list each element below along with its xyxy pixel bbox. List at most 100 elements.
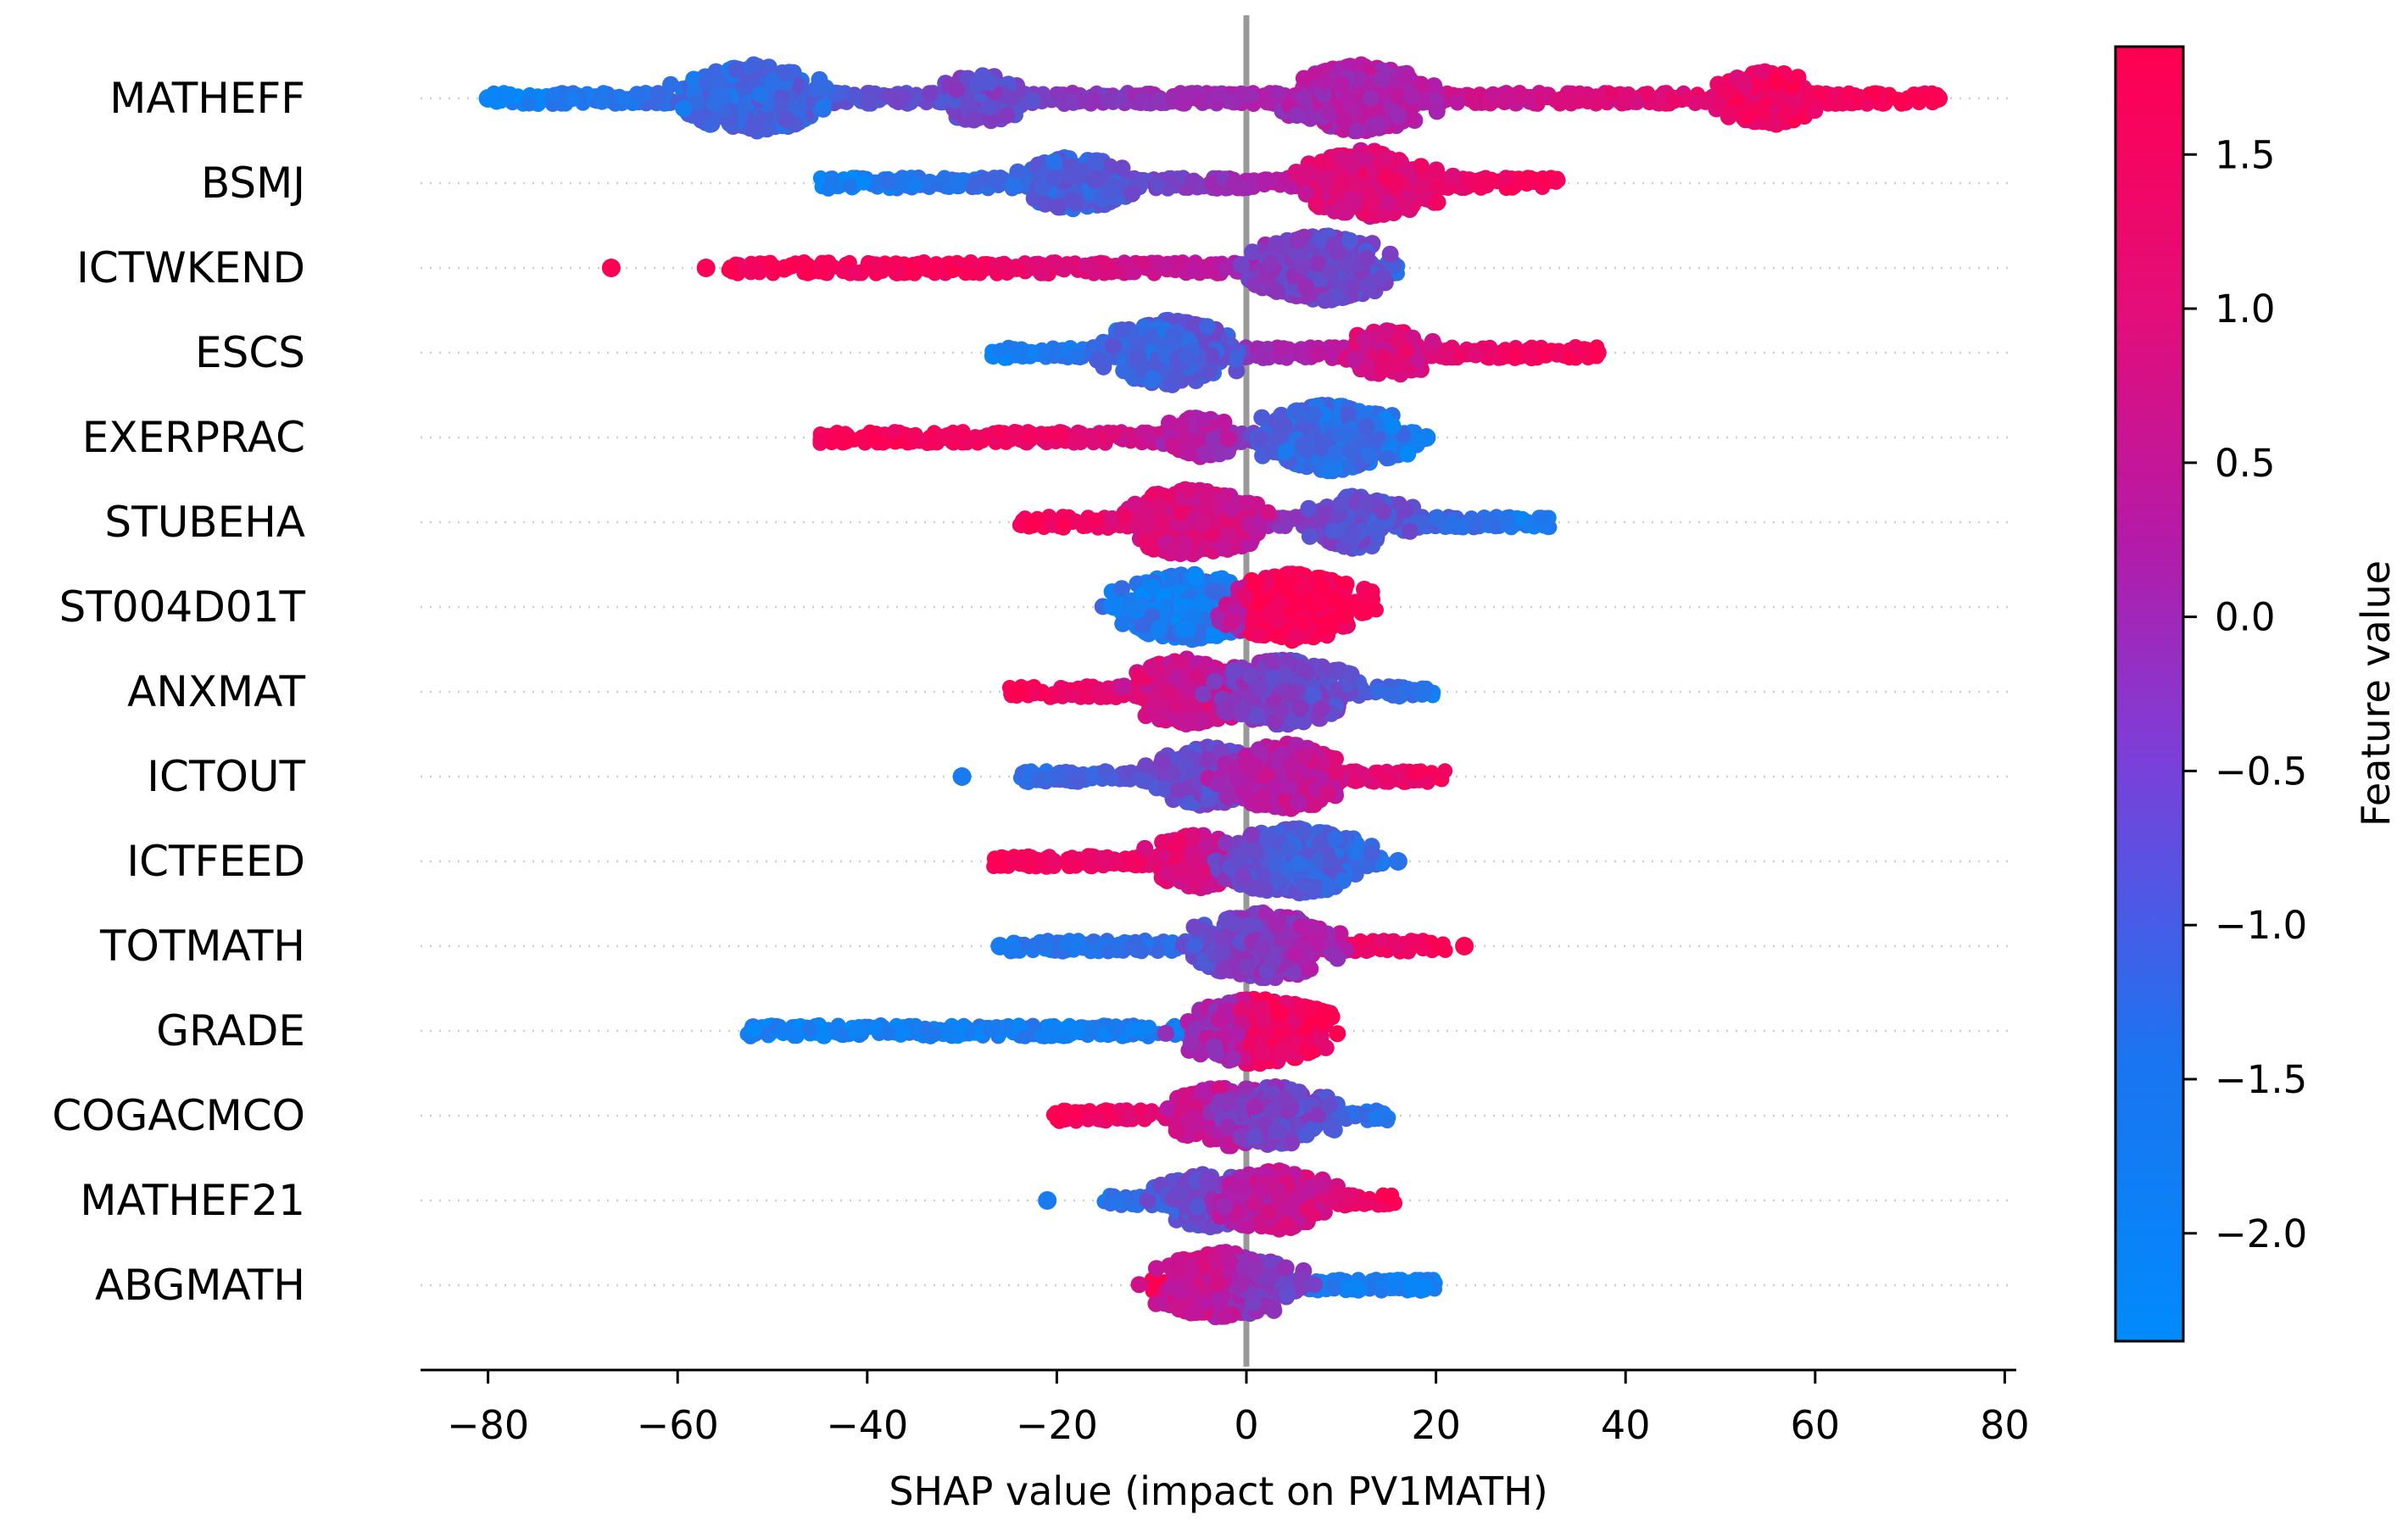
shap-point [1341,231,1358,249]
shap-point [1009,163,1027,181]
shap-point [1378,149,1396,167]
shap-point [783,257,799,273]
shap-point [1395,70,1413,86]
shap-point [1022,427,1038,443]
shap-point [1123,185,1141,203]
shap-point [547,86,562,103]
shap-point [1212,86,1228,103]
shap-point [1348,122,1366,140]
row-guide-lines [421,97,2011,1287]
feature-row-points [812,397,1436,480]
shap-point [1801,89,1819,107]
shap-point [1687,96,1703,112]
shap-point [800,265,816,281]
shap-point [1548,174,1564,190]
shap-point [1095,430,1110,446]
shap-point [1362,186,1379,203]
shap-point [1076,93,1092,109]
shap-point [967,429,984,445]
shap-point [1296,90,1313,108]
shap-point [1045,153,1063,170]
shap-point [957,265,973,281]
shap-point [1184,173,1200,189]
shap-point [1150,92,1166,107]
shap-point [1136,255,1152,271]
shap-point [1101,183,1119,201]
shap-point [1271,85,1287,101]
shap-point [890,95,906,111]
shap-point [1289,232,1307,250]
shap-point [744,115,762,133]
feature-row-points [478,56,1948,140]
shap-point [1233,256,1251,274]
shap-point [1329,244,1347,262]
shap-point [1317,175,1335,193]
shap-point [705,94,723,112]
shap-point [1159,255,1175,271]
shap-point [1893,96,1909,112]
shap-point [1917,91,1933,107]
shap-point [1087,92,1103,109]
shap-point [1867,86,1883,102]
shap-point [861,89,877,105]
shap-point [977,170,993,187]
shap-point [1460,172,1476,188]
shap-point [1243,88,1259,103]
shap-point [1547,92,1564,109]
shap-point [1067,429,1084,445]
shap-point [907,177,923,193]
shap-point [565,92,581,108]
shap-point [992,343,1008,359]
shap-point [1219,430,1237,448]
shap-point [925,259,941,276]
shap-point [1196,444,1213,462]
shap-point [1150,177,1166,193]
shap-point [1144,370,1162,387]
shap-point [1319,103,1337,121]
shap-point [1268,237,1286,254]
shap-point [1333,75,1351,92]
shap-point [1587,343,1607,362]
shap-point [1740,108,1758,125]
shap-point [1292,167,1310,185]
shap-point [1380,193,1397,211]
shap-point [819,255,835,271]
beeswarm-points [478,56,1948,1326]
shap-point [934,173,950,189]
shap-point [777,110,794,128]
shap-point [1424,332,1441,350]
shap-point [696,259,716,277]
shap-point [1179,348,1196,365]
shap-point [1215,413,1233,431]
shap-point [1765,114,1783,132]
shap-point [980,98,998,116]
shap-point [1077,257,1093,273]
shap-point [1053,427,1069,443]
shap-point [1830,92,1845,109]
shap-point [1372,270,1390,287]
shap-point [770,261,786,277]
shap-point [770,97,788,114]
shap-point [675,100,693,118]
shap-point [1468,348,1484,364]
shap-point [1444,167,1462,185]
shap-point [868,256,883,272]
shap-point [1358,249,1376,267]
shap-point [1549,347,1565,363]
shap-point [1101,92,1117,109]
shap-point [1640,86,1656,102]
shap-point [824,170,840,187]
shap-point [1346,195,1363,213]
shap-point [1165,326,1183,344]
shap-point [631,86,647,102]
shap-point [1288,107,1306,124]
shap-point [727,61,745,79]
shap-point [662,75,679,93]
shap-point [1002,263,1018,278]
shap-point [1720,108,1737,125]
shap-point [1005,177,1023,195]
shap-point [1368,116,1386,134]
shap-point [1104,337,1122,355]
shap-point [1428,161,1445,179]
shap-point [1046,169,1064,187]
